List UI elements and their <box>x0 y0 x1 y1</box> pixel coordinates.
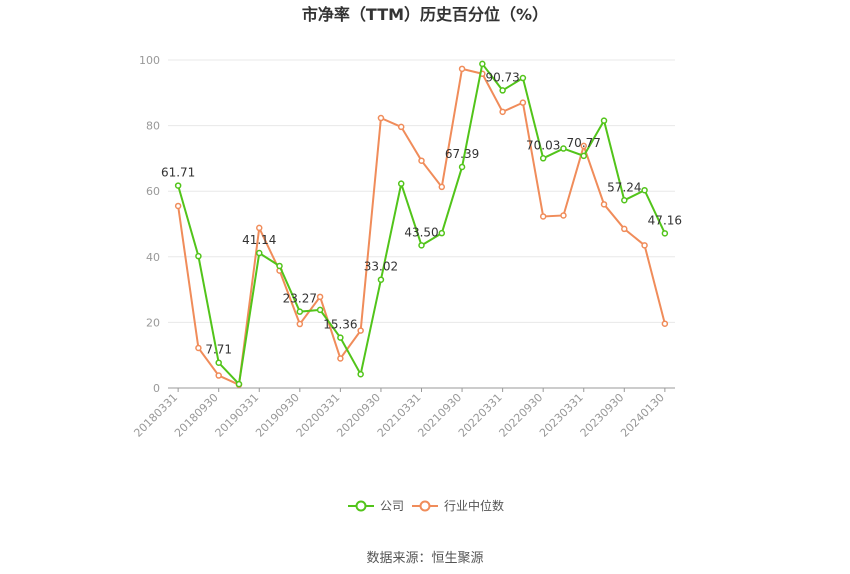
data-label: 23.27 <box>283 292 317 306</box>
data-point <box>195 252 202 260</box>
data-point <box>195 344 202 352</box>
data-point <box>458 163 466 171</box>
data-point <box>661 320 669 327</box>
series-industry-median <box>174 65 669 388</box>
data-point <box>316 293 324 301</box>
data-point <box>580 152 587 160</box>
y-tick-label: 0 <box>153 382 160 395</box>
data-point <box>458 65 466 73</box>
data-labels: 61.71 7.71 41.14 23.27 15.36 33.02 43.50 67.39 9… <box>161 70 682 356</box>
legend-label-industry-median: 行业中位数 <box>444 498 504 513</box>
data-label: 70.77 <box>567 136 601 150</box>
data-point <box>377 276 385 283</box>
data-point <box>539 155 547 162</box>
legend-item-company[interactable]: 公司 <box>348 499 404 513</box>
data-point <box>438 183 446 191</box>
data-label: 90.73 <box>485 70 519 84</box>
data-point <box>215 359 222 366</box>
data-point <box>621 225 628 233</box>
data-point <box>337 334 344 341</box>
grid <box>168 59 675 323</box>
data-label: 7.71 <box>205 343 232 357</box>
legend[interactable]: 公司 行业中位数 <box>348 498 504 513</box>
data-point <box>519 74 527 82</box>
data-label: 57.24 <box>607 180 641 194</box>
series-layer <box>174 60 669 388</box>
data-point <box>256 249 263 257</box>
data-point <box>661 230 669 237</box>
data-point <box>337 355 344 362</box>
series-line <box>177 61 666 387</box>
series-company <box>174 60 669 388</box>
data-point <box>499 108 506 116</box>
legend-item-industry-median[interactable]: 行业中位数 <box>412 498 504 513</box>
data-point <box>357 370 364 378</box>
data-point <box>519 99 527 106</box>
data-point <box>418 157 425 164</box>
data-point <box>479 60 486 68</box>
data-point <box>560 145 567 152</box>
y-tick-label: 60 <box>146 185 160 198</box>
data-source: 数据来源：恒生聚源 <box>366 551 483 566</box>
data-point <box>296 308 304 315</box>
data-point <box>621 197 628 204</box>
data-point <box>377 114 385 122</box>
data-point <box>560 212 567 219</box>
data-point <box>539 213 547 220</box>
data-point <box>296 320 304 328</box>
data-label: 15.36 <box>323 318 357 332</box>
x-axis: 2018033120180930201903312019093020200331… <box>131 387 675 440</box>
data-point <box>276 262 283 270</box>
chart-title: 市净率（TTM）历史百分位（%） <box>302 5 548 24</box>
data-point <box>215 372 222 379</box>
y-tick-label: 100 <box>139 54 160 67</box>
legend-label-company: 公司 <box>380 499 404 513</box>
data-point <box>174 182 182 189</box>
data-point <box>600 117 608 124</box>
data-point <box>316 306 324 314</box>
data-point <box>256 224 263 232</box>
data-label: 41.14 <box>242 233 276 247</box>
data-point <box>397 123 405 131</box>
data-label: 47.16 <box>648 213 682 227</box>
x-tick-label: 20240130 <box>618 391 667 440</box>
data-point <box>641 186 648 194</box>
data-point <box>397 180 405 187</box>
data-point <box>580 142 587 150</box>
y-tick-label: 20 <box>146 316 160 329</box>
data-label: 43.50 <box>404 225 438 239</box>
data-point <box>641 242 648 249</box>
data-point <box>600 201 608 208</box>
data-point <box>174 202 182 210</box>
data-point <box>499 87 506 94</box>
y-axis: 0 20 40 60 80 100 <box>139 54 160 395</box>
data-label: 33.02 <box>364 260 398 274</box>
data-label: 70.03 <box>526 138 560 152</box>
data-point <box>357 327 364 334</box>
data-label: 61.71 <box>161 166 195 180</box>
y-tick-label: 80 <box>146 120 160 133</box>
data-point <box>418 242 425 249</box>
data-point <box>438 229 446 237</box>
y-tick-label: 40 <box>146 251 160 264</box>
data-label: 67.39 <box>445 147 479 161</box>
data-point <box>235 380 243 388</box>
